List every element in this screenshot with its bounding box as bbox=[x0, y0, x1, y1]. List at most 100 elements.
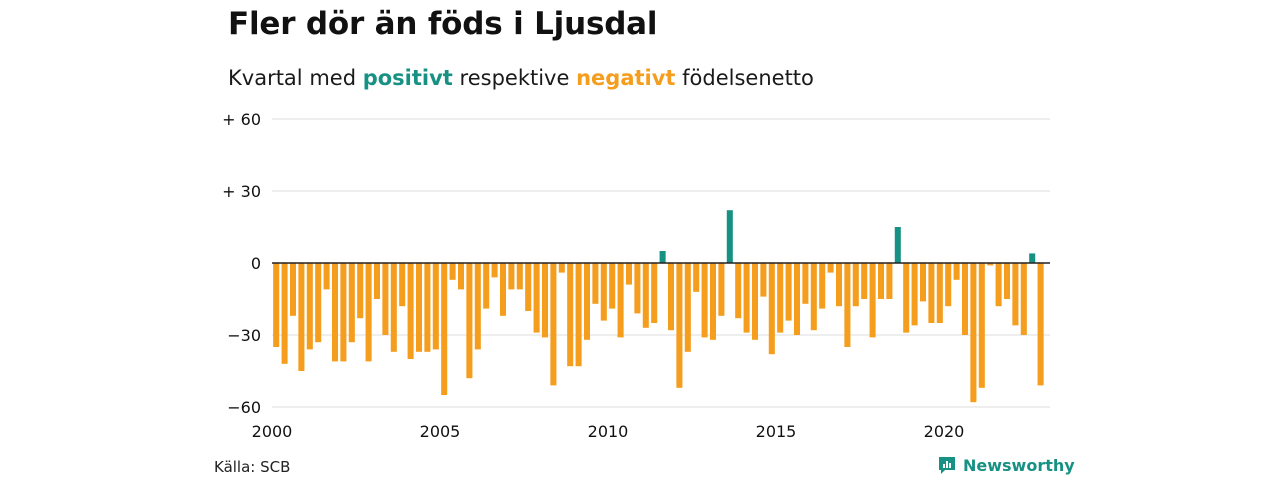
bar: 2004 Q1 bbox=[407, 263, 414, 359]
chart-subtitle: Kvartal med positivt respektive negativt… bbox=[228, 66, 814, 90]
bar: 2017 Q3 bbox=[861, 263, 868, 299]
y-tick-label: + 30 bbox=[222, 182, 261, 201]
bar: 2013 Q4 bbox=[735, 263, 742, 319]
bar: 2003 Q4 bbox=[399, 263, 406, 307]
bar: 2012 Q3 bbox=[693, 263, 700, 292]
bar: 2016 Q1 bbox=[810, 263, 817, 331]
bar: 2018 Q2 bbox=[886, 263, 893, 299]
bar: 2020 Q4 bbox=[970, 263, 977, 403]
bar: 2020 Q1 bbox=[945, 263, 952, 307]
bar: 2011 Q1 bbox=[642, 263, 649, 328]
bar: 2000 Q3 bbox=[289, 263, 297, 316]
x-tick-label: 2020 bbox=[924, 422, 965, 441]
bar: 2005 Q1 bbox=[441, 263, 448, 395]
bar: 2000 Q4 bbox=[298, 263, 305, 371]
bar: 2002 Q2 bbox=[348, 263, 355, 343]
brand-name: Newsworthy bbox=[963, 455, 1075, 475]
bar: 2022 Q4 bbox=[1037, 263, 1044, 386]
bar: 2013 Q3 bbox=[726, 210, 733, 263]
chart-title: Fler dör än föds i Ljusdal bbox=[228, 6, 658, 42]
y-tick-label: + 60 bbox=[222, 110, 261, 129]
bar: 2000 Q2 bbox=[281, 263, 288, 364]
bars-group: 2000 Q12000 Q22000 Q32000 Q42001 Q12001 … bbox=[273, 210, 1044, 403]
bar: 2012 Q1 bbox=[676, 263, 683, 388]
subtitle-suffix: födelsenetto bbox=[682, 66, 814, 90]
bar: 2014 Q4 bbox=[768, 263, 775, 355]
x-tick-label: 2000 bbox=[252, 422, 293, 441]
bar: 2020 Q2 bbox=[953, 263, 960, 280]
bar: 2012 Q4 bbox=[701, 263, 708, 338]
bar: 2002 Q4 bbox=[365, 263, 372, 362]
newsworthy-logo-icon bbox=[939, 457, 955, 474]
bar: 2006 Q3 bbox=[491, 263, 498, 278]
bar: 2007 Q3 bbox=[525, 263, 532, 311]
bar: 2010 Q4 bbox=[634, 263, 641, 314]
subtitle-positive-word: positivt bbox=[362, 66, 453, 90]
bar: 2021 Q3 bbox=[995, 263, 1002, 307]
bar: 2019 Q1 bbox=[911, 263, 918, 326]
source-note: Källa: SCB bbox=[214, 458, 291, 476]
x-tick-label: 2005 bbox=[420, 422, 461, 441]
bar: 2012 Q2 bbox=[684, 263, 691, 352]
bar: 2017 Q4 bbox=[869, 263, 876, 338]
bar: 2022 Q1 bbox=[1012, 263, 1019, 326]
bar: 2008 Q2 bbox=[550, 263, 557, 386]
bar: 2010 Q3 bbox=[625, 263, 633, 285]
bar: 2015 Q3 bbox=[793, 263, 801, 335]
bar: 2018 Q4 bbox=[903, 263, 910, 333]
bar: 2014 Q2 bbox=[751, 263, 759, 340]
bar: 2021 Q2 bbox=[987, 263, 994, 266]
bar: 2021 Q4 bbox=[1003, 263, 1011, 299]
bar: 2006 Q1 bbox=[474, 263, 481, 350]
bar: 2011 Q4 bbox=[667, 263, 675, 331]
bar: 2019 Q4 bbox=[936, 263, 943, 323]
bar: 2021 Q1 bbox=[978, 263, 985, 388]
x-tick-label: 2015 bbox=[756, 422, 797, 441]
bar: 2003 Q1 bbox=[373, 263, 381, 299]
bar: 2005 Q4 bbox=[466, 263, 473, 379]
bar: 2019 Q3 bbox=[928, 263, 935, 323]
bar: 2015 Q1 bbox=[777, 263, 784, 333]
bar: 2013 Q2 bbox=[718, 263, 725, 316]
bar: 2008 Q4 bbox=[567, 263, 574, 367]
bar: 2016 Q3 bbox=[827, 263, 834, 273]
bar: 2003 Q3 bbox=[390, 263, 397, 352]
bar: 2000 Q1 bbox=[273, 263, 280, 347]
bar: 2006 Q2 bbox=[483, 263, 490, 309]
bar: 2022 Q2 bbox=[1020, 263, 1027, 335]
bar: 2020 Q3 bbox=[961, 263, 969, 335]
bar: 2001 Q2 bbox=[315, 263, 322, 343]
bar: 2009 Q2 bbox=[583, 263, 591, 340]
x-axis-ticks: 2000 2005 2010 2015 2020 bbox=[252, 422, 965, 441]
brand-logo[interactable]: Newsworthy bbox=[937, 455, 1075, 475]
y-tick-label: −30 bbox=[227, 326, 261, 345]
bar: 2022 Q3 bbox=[1029, 253, 1036, 263]
bar: 2005 Q3 bbox=[457, 263, 465, 290]
bar: 2015 Q4 bbox=[802, 263, 809, 304]
subtitle-middle: respektive bbox=[459, 66, 570, 90]
bar: 2016 Q2 bbox=[819, 263, 826, 309]
bar: 2003 Q2 bbox=[382, 263, 389, 335]
bar: 2004 Q4 bbox=[432, 263, 439, 350]
bar: 2006 Q4 bbox=[499, 263, 507, 316]
bar: 2004 Q2 bbox=[415, 263, 423, 352]
bar: 2016 Q4 bbox=[835, 263, 843, 307]
bar: 2013 Q1 bbox=[709, 263, 717, 340]
y-tick-label: −60 bbox=[227, 398, 261, 417]
y-axis-ticks: + 60 + 30 0 −30 −60 bbox=[222, 110, 261, 417]
y-tick-label: 0 bbox=[251, 254, 261, 273]
subtitle-prefix: Kvartal med bbox=[228, 66, 357, 90]
bar: 2002 Q3 bbox=[357, 263, 364, 319]
grid-lines bbox=[272, 118, 1050, 408]
bar: 2018 Q1 bbox=[877, 263, 885, 299]
bar: 2005 Q2 bbox=[449, 263, 456, 280]
bar: 2001 Q1 bbox=[306, 263, 313, 350]
bar: 2011 Q2 bbox=[651, 263, 658, 323]
bar: 2010 Q1 bbox=[609, 263, 616, 309]
bar: 2007 Q2 bbox=[516, 263, 523, 290]
bar: 2002 Q1 bbox=[340, 263, 347, 362]
bar: 2008 Q1 bbox=[541, 263, 549, 338]
bar: 2001 Q4 bbox=[331, 263, 339, 362]
bar: 2017 Q1 bbox=[844, 263, 851, 347]
